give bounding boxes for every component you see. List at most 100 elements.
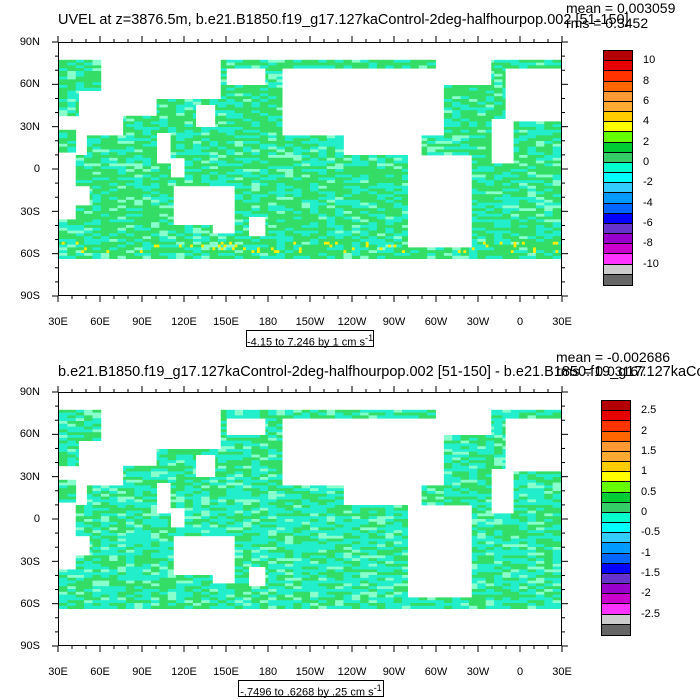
field-cell xyxy=(75,440,79,444)
field-cell xyxy=(134,118,160,122)
field-cell xyxy=(326,566,344,570)
field-cell xyxy=(259,185,277,189)
field-cell xyxy=(59,99,68,103)
field-cell xyxy=(326,569,336,573)
field-cell xyxy=(477,605,487,609)
field-cell xyxy=(268,115,283,119)
field-cell xyxy=(326,157,336,161)
field-cell xyxy=(265,233,277,237)
field-cell xyxy=(192,244,202,248)
field-cell xyxy=(184,502,194,506)
field-cell xyxy=(243,199,261,203)
field-cell xyxy=(151,183,160,187)
lon-label: 30E xyxy=(552,316,572,328)
field-cell xyxy=(268,222,311,226)
field-cell xyxy=(92,561,127,565)
field-cell xyxy=(259,93,269,97)
field-cell xyxy=(159,236,169,240)
field-cell xyxy=(100,146,127,150)
field-cell xyxy=(234,85,244,89)
field-cell xyxy=(123,121,135,125)
field-cell xyxy=(544,409,561,413)
field-cell xyxy=(343,216,353,220)
field-cell xyxy=(552,524,561,528)
field-cell xyxy=(84,225,127,229)
field-cell xyxy=(67,429,93,433)
colorbar-swatch xyxy=(602,492,630,503)
field-cell xyxy=(75,589,85,593)
field-cell xyxy=(365,241,369,245)
field-cell xyxy=(510,233,520,237)
field-cell xyxy=(142,521,169,525)
field-cell xyxy=(259,197,277,201)
field-cell xyxy=(301,541,319,545)
field-cell xyxy=(310,597,319,601)
field-cell xyxy=(393,505,403,509)
field-cell xyxy=(259,96,269,100)
field-cell xyxy=(360,233,369,237)
field-cell xyxy=(217,449,227,453)
field-cell xyxy=(142,225,152,229)
field-cell xyxy=(351,507,361,511)
field-cell xyxy=(402,166,409,170)
field-cell xyxy=(84,527,93,531)
field-cell xyxy=(544,530,561,534)
field-cell xyxy=(494,76,506,80)
field-cell xyxy=(251,152,261,156)
field-cell xyxy=(310,135,328,139)
field-cell xyxy=(201,591,210,595)
field-cell xyxy=(510,583,520,587)
field-cell xyxy=(142,149,158,153)
field-cell xyxy=(86,499,93,503)
field-cell xyxy=(460,435,487,439)
field-cell xyxy=(376,541,386,545)
field-cell xyxy=(513,146,520,150)
field-cell xyxy=(217,163,244,167)
field-cell xyxy=(226,87,236,91)
field-cell xyxy=(125,547,135,551)
field-cell xyxy=(527,586,537,590)
field-cell xyxy=(125,199,135,203)
field-cell xyxy=(284,149,294,153)
field-cell xyxy=(192,233,202,237)
field-cell xyxy=(421,138,428,142)
field-cell xyxy=(368,236,378,240)
field-cell xyxy=(209,152,219,156)
field-cell xyxy=(385,199,395,203)
field-cell xyxy=(86,493,93,497)
field-cell xyxy=(176,236,185,240)
colorbar-label: -1 xyxy=(641,546,651,559)
field-cell xyxy=(84,558,93,562)
field-cell xyxy=(404,250,411,254)
field-cell xyxy=(265,68,283,72)
field-cell xyxy=(276,435,283,439)
field-cell xyxy=(209,101,244,105)
panel-2-colorbar-swatches xyxy=(602,401,630,635)
field-cell xyxy=(139,250,144,254)
field-cell xyxy=(343,583,353,587)
field-cell xyxy=(59,59,77,63)
field-cell xyxy=(151,202,160,206)
field-cell xyxy=(310,211,319,215)
field-cell xyxy=(293,185,311,189)
field-cell xyxy=(167,468,185,472)
field-cell xyxy=(519,415,528,419)
field-cell xyxy=(259,558,269,562)
field-cell xyxy=(192,101,202,105)
field-cell xyxy=(209,183,244,187)
field-cell xyxy=(376,191,395,195)
field-cell xyxy=(59,143,68,147)
field-cell xyxy=(385,65,395,69)
lat-label: 90N xyxy=(19,36,40,48)
field-cell xyxy=(243,597,252,601)
field-cell xyxy=(443,87,470,91)
field-cell xyxy=(192,591,202,595)
field-cell xyxy=(125,600,152,604)
field-cell xyxy=(67,141,77,145)
field-cell xyxy=(67,96,79,100)
field-cell xyxy=(92,519,102,523)
field-cell xyxy=(468,124,478,128)
field-cell xyxy=(318,171,328,175)
field-cell xyxy=(402,211,409,215)
field-cell xyxy=(351,155,361,159)
